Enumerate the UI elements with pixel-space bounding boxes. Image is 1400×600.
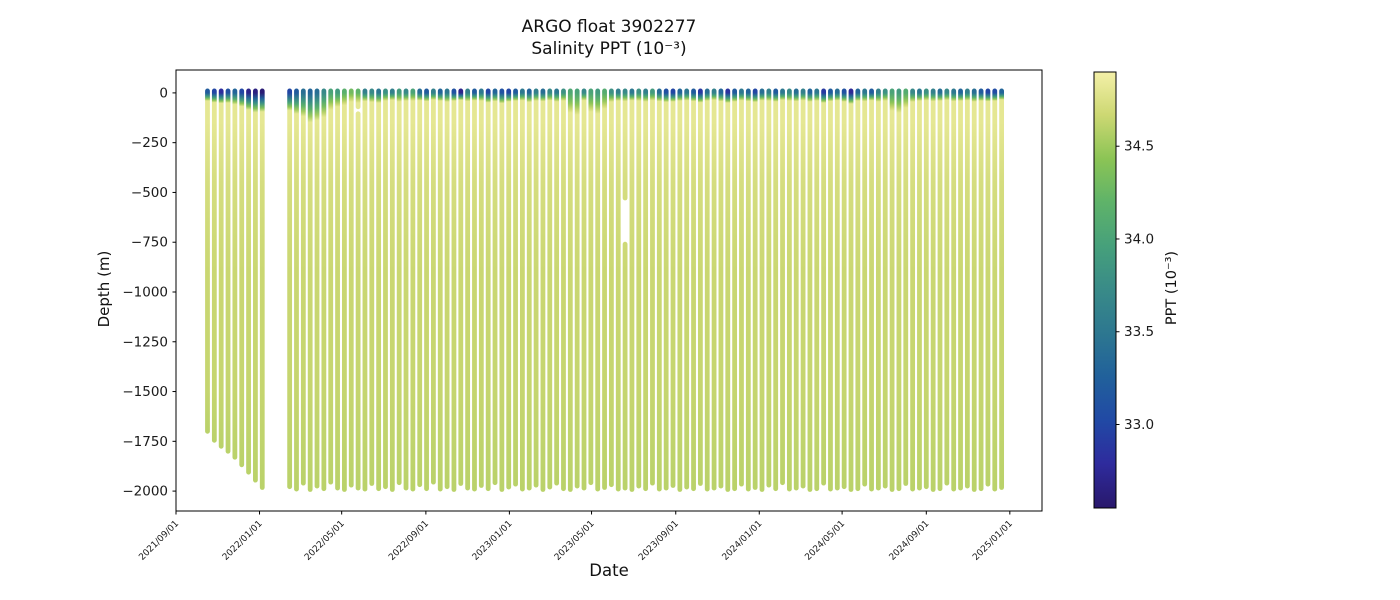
chart-title: ARGO float 3902277	[521, 17, 697, 37]
chart-subtitle: Salinity PPT (10⁻³)	[531, 39, 687, 60]
x-tick-label: 2024/01/01	[721, 519, 765, 563]
y-tick-label: −750	[131, 235, 168, 251]
x-tick-label: 2023/01/01	[471, 519, 515, 563]
x-tick-label: 2023/05/01	[553, 519, 597, 563]
y-tick-label: −250	[131, 135, 168, 151]
colorbar-tick-label: 34.0	[1124, 231, 1154, 247]
x-tick-label: 2024/05/01	[803, 519, 847, 563]
colorbar-label: PPT (10⁻³)	[1164, 250, 1180, 326]
y-tick-label: −500	[131, 185, 168, 201]
y-tick-label: −1250	[122, 334, 168, 350]
x-tick-label: 2021/09/01	[137, 519, 181, 563]
y-tick-label: −1000	[122, 284, 168, 300]
x-tick-label: 2023/09/01	[637, 519, 681, 563]
x-tick-label: 2022/09/01	[387, 519, 431, 563]
profile-columns	[205, 88, 1005, 492]
y-tick-label: −2000	[122, 484, 168, 500]
y-tick-label: 0	[159, 85, 168, 101]
colorbar-tick-label: 34.5	[1124, 139, 1154, 155]
title-block: ARGO float 3902277 Salinity PPT (10⁻³)	[176, 16, 1042, 61]
colorbar-tick-label: 33.0	[1124, 417, 1154, 433]
colorbar-tick-label: 33.5	[1124, 324, 1154, 340]
y-tick-label: −1500	[122, 384, 168, 400]
x-tick-label: 2025/01/01	[971, 519, 1015, 563]
colorbar	[1093, 71, 1117, 509]
x-tick-label: 2022/05/01	[303, 519, 347, 563]
y-tick-label: −1750	[122, 434, 168, 450]
y-axis-label: Depth (m)	[95, 250, 113, 328]
x-axis-label: Date	[589, 561, 629, 580]
x-tick-label: 2022/01/01	[221, 519, 265, 563]
x-tick-label: 2024/09/01	[888, 519, 932, 563]
plot-border	[175, 69, 1043, 512]
